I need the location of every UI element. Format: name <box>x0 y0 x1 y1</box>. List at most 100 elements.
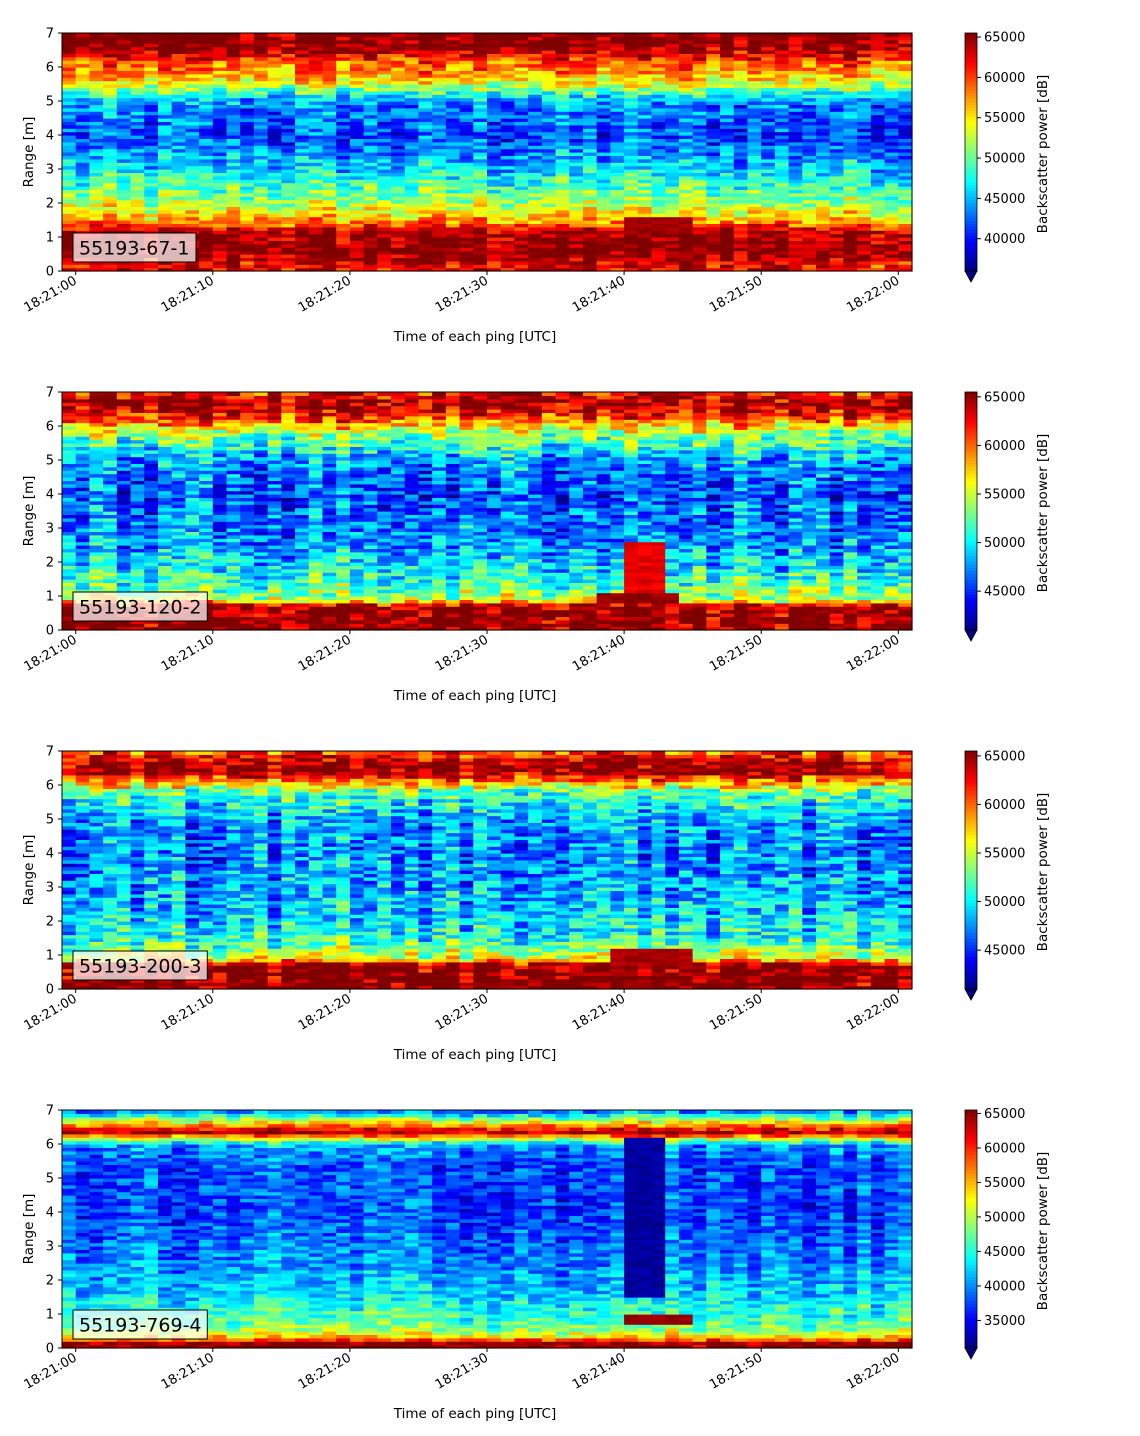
heatmap-cell <box>473 152 488 156</box>
heatmap-cell <box>336 50 351 54</box>
heatmap-cell <box>528 148 543 153</box>
heatmap-cell <box>336 46 351 51</box>
heatmap-cell <box>802 213 817 218</box>
heatmap-cell <box>487 155 502 160</box>
heatmap-cell <box>253 33 269 37</box>
heatmap-cell <box>89 172 104 177</box>
heatmap-cell <box>541 73 557 78</box>
heatmap-cell <box>199 230 214 235</box>
heatmap-cell <box>130 104 145 109</box>
heatmap-cell <box>363 243 378 248</box>
heatmap-cell <box>596 128 611 133</box>
heatmap-cell <box>706 145 721 150</box>
heatmap-cell <box>528 247 543 252</box>
heatmap-cell <box>692 50 707 54</box>
heatmap-cell <box>349 80 365 85</box>
heatmap-cell <box>637 70 653 75</box>
heatmap-cell <box>226 240 241 245</box>
heatmap-cell <box>459 36 474 41</box>
heatmap-cell <box>733 240 749 245</box>
heatmap-cell <box>432 33 447 37</box>
heatmap-cell <box>788 46 803 51</box>
heatmap-cell <box>116 80 132 85</box>
heatmap-cell <box>377 223 392 228</box>
heatmap-cell <box>651 33 666 37</box>
heatmap-cell <box>363 84 378 88</box>
heatmap-cell <box>665 46 680 51</box>
heatmap-cell <box>802 220 817 224</box>
heatmap-cell <box>610 101 625 105</box>
heatmap-cell <box>281 247 296 252</box>
heatmap-cell <box>62 39 77 44</box>
heatmap-cell <box>706 43 721 48</box>
heatmap-cell <box>116 43 132 48</box>
heatmap-cell <box>720 250 735 255</box>
heatmap-cell <box>569 70 584 75</box>
heatmap-cell <box>500 240 516 245</box>
heatmap-cell <box>665 199 680 204</box>
heatmap-cell <box>884 148 899 153</box>
heatmap-cell <box>706 264 721 269</box>
heatmap-cell <box>733 141 749 146</box>
heatmap-cell <box>281 175 296 180</box>
heatmap-cell <box>720 162 735 167</box>
heatmap-cell <box>445 172 461 177</box>
heatmap-cell <box>130 90 145 95</box>
heatmap-cell <box>678 243 694 248</box>
heatmap-cell <box>391 53 406 58</box>
heatmap-cell <box>582 141 598 146</box>
heatmap-cell <box>651 220 666 224</box>
heatmap-cell <box>404 135 420 139</box>
heatmap-cell <box>267 186 282 190</box>
heatmap-cell <box>185 186 200 190</box>
heatmap-cell <box>500 56 516 61</box>
heatmap-cell <box>432 111 447 116</box>
heatmap-cell <box>199 50 214 54</box>
heatmap-cell <box>212 80 228 85</box>
heatmap-cell <box>308 36 324 41</box>
heatmap-cell <box>349 63 365 68</box>
heatmap-cell <box>761 36 776 41</box>
heatmap-cell <box>528 223 543 228</box>
heatmap-cell <box>788 199 803 204</box>
heatmap-cell <box>185 145 200 150</box>
heatmap-cell <box>843 192 858 197</box>
heatmap-cell <box>487 254 502 258</box>
heatmap-cell <box>733 206 749 211</box>
heatmap-cell <box>363 155 378 160</box>
heatmap-cell <box>555 94 570 99</box>
heatmap-cell <box>226 199 241 204</box>
heatmap-cell <box>103 131 118 136</box>
heatmap-cell <box>747 216 762 221</box>
heatmap-cell <box>541 233 557 238</box>
heatmap-cell <box>281 50 296 54</box>
heatmap-cell <box>500 90 516 95</box>
heatmap-cell <box>445 206 461 211</box>
heatmap-cell <box>541 53 557 58</box>
heatmap-cell <box>253 226 269 231</box>
heatmap-cell <box>171 162 186 167</box>
heatmap-cell <box>720 247 735 252</box>
heatmap-cell <box>267 39 282 44</box>
heatmap-cell <box>281 84 296 88</box>
heatmap-cell <box>130 172 145 177</box>
heatmap-cell <box>103 182 118 187</box>
heatmap-cell <box>596 158 611 163</box>
heatmap-cell <box>487 175 502 180</box>
heatmap-cell <box>487 250 502 255</box>
heatmap-cell <box>747 67 762 71</box>
heatmap-cell <box>130 186 145 190</box>
heatmap-cell <box>637 196 653 201</box>
heatmap-cell <box>678 186 694 190</box>
heatmap-cell <box>432 118 447 122</box>
heatmap-cell <box>569 73 584 78</box>
heatmap-cell <box>445 257 461 262</box>
heatmap-cell <box>418 250 433 255</box>
heatmap-cell <box>308 155 324 160</box>
heatmap-cell <box>596 148 611 153</box>
heatmap-cell <box>144 192 159 197</box>
heatmap-cell <box>391 254 406 258</box>
heatmap-cell <box>253 152 269 156</box>
heatmap-cell <box>761 131 776 136</box>
heatmap-cell <box>308 186 324 190</box>
